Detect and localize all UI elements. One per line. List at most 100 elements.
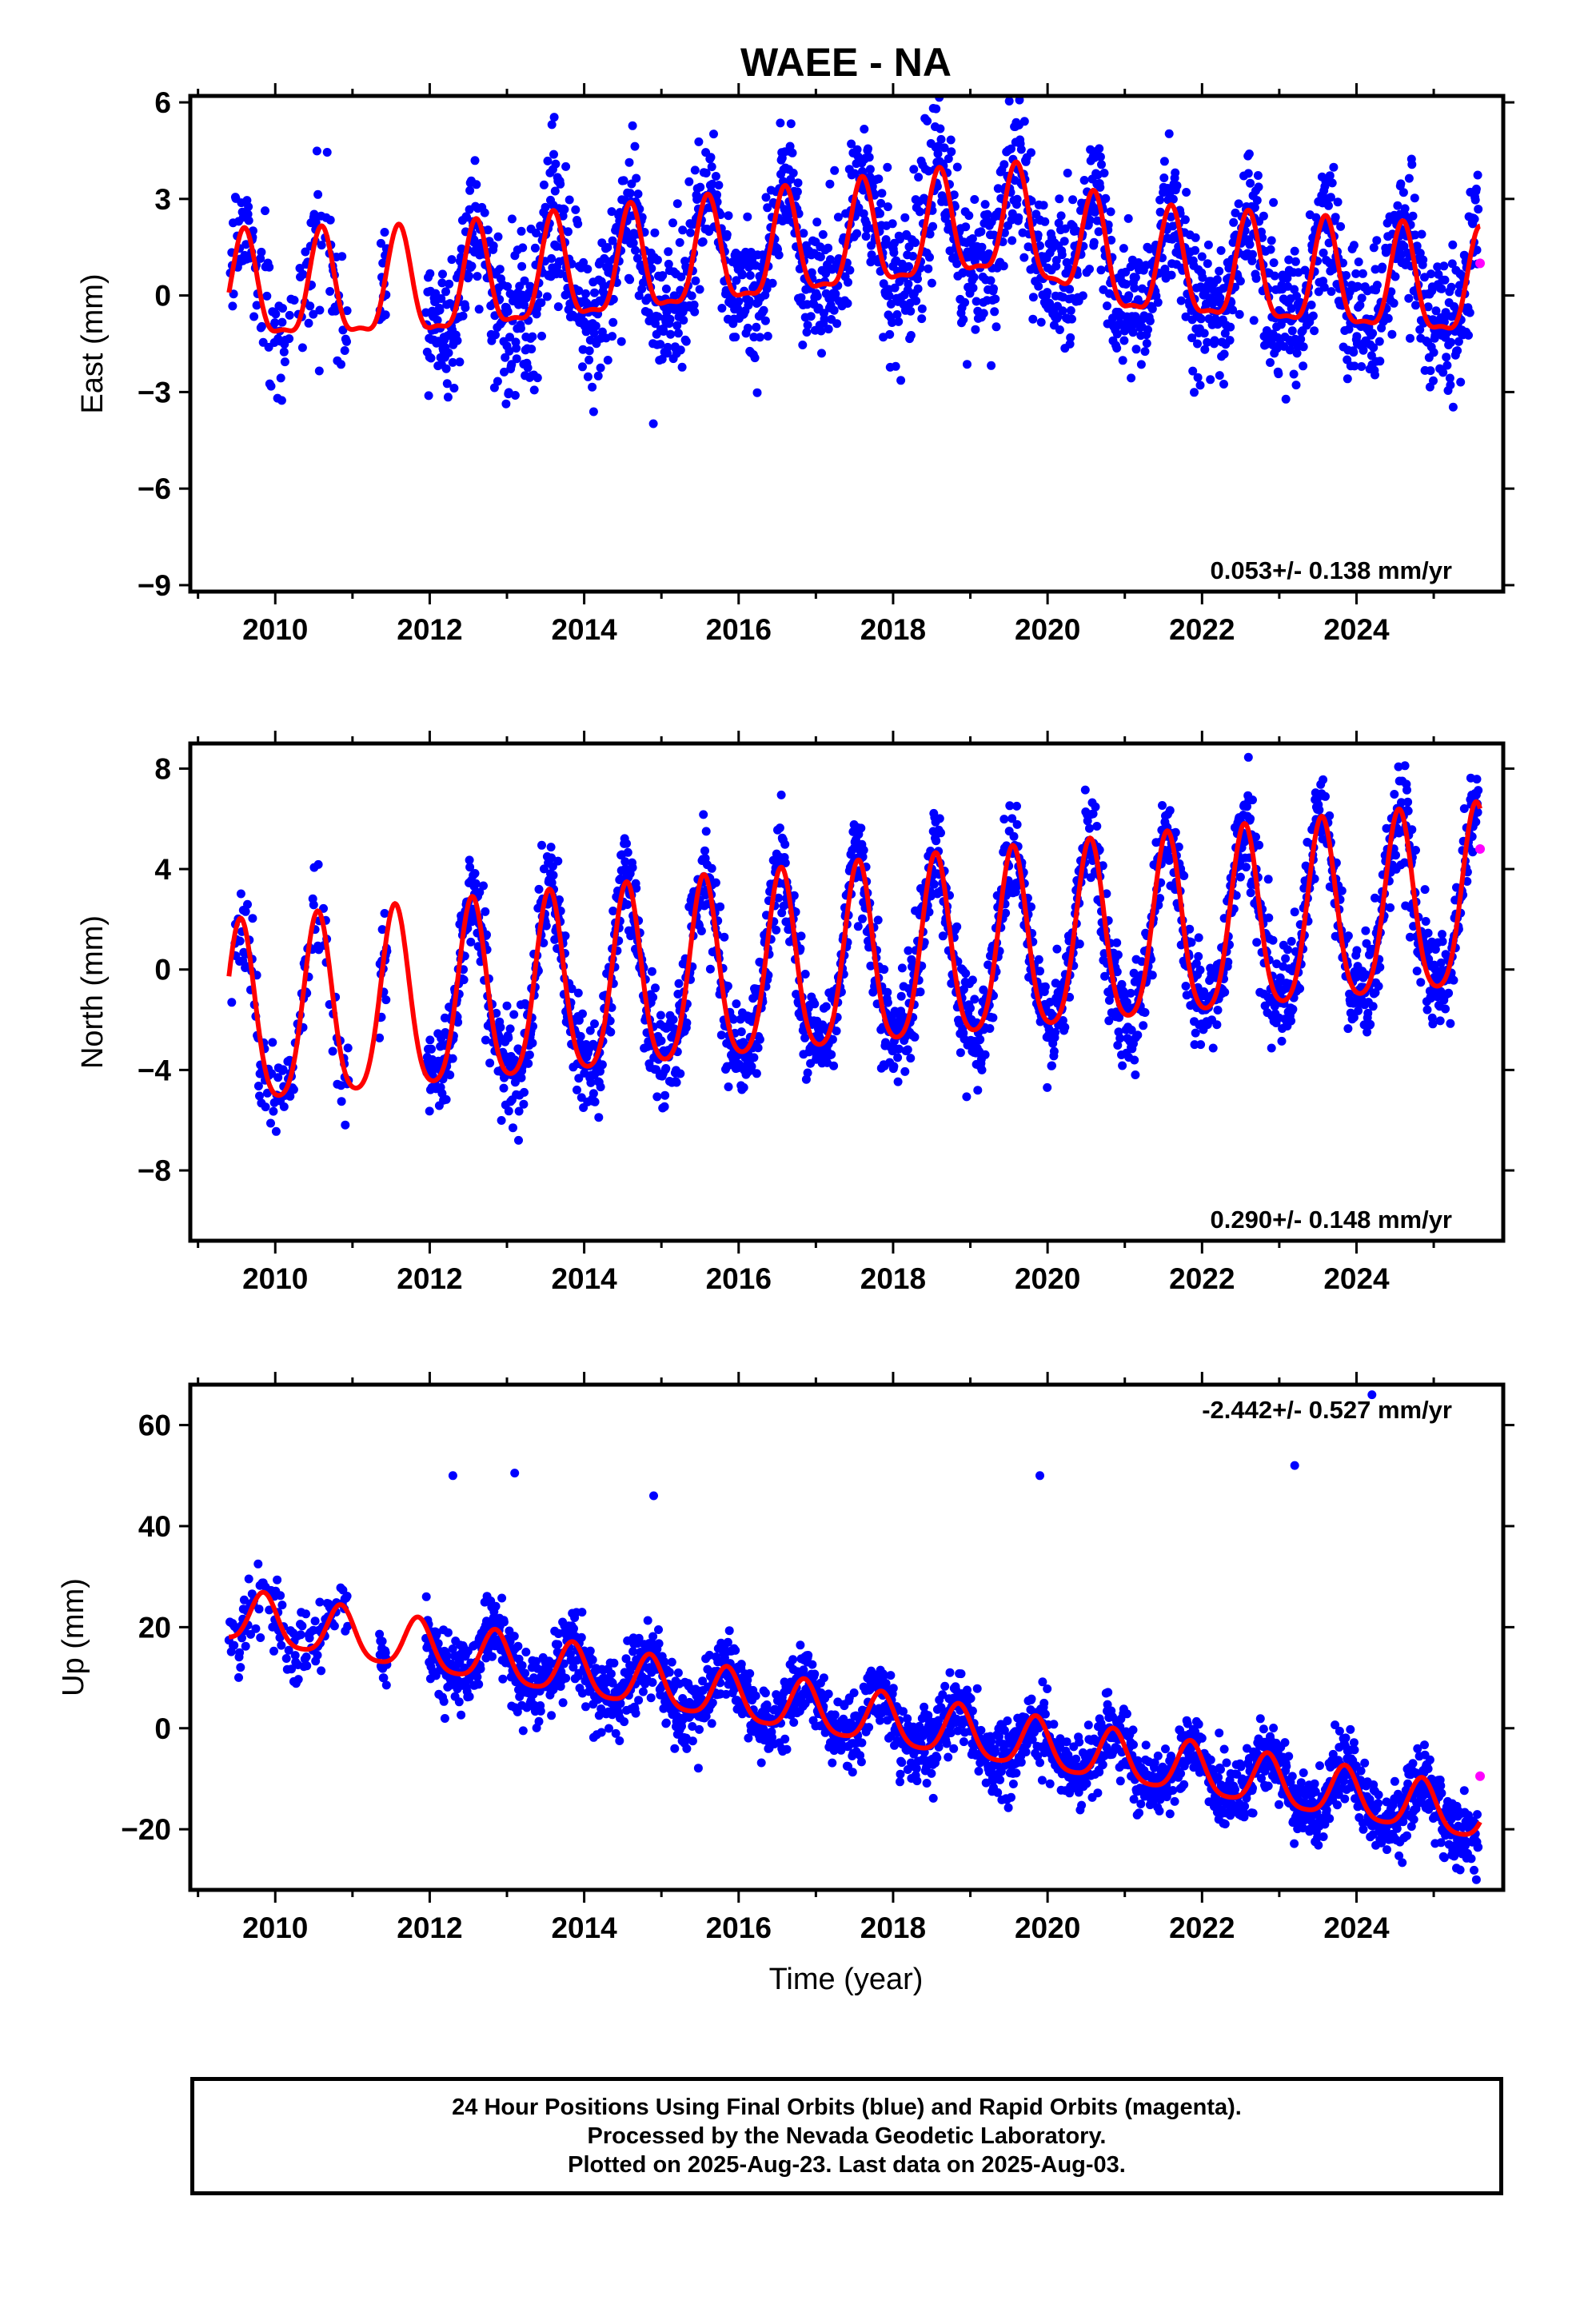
data-point: [1112, 939, 1121, 947]
data-point: [1203, 259, 1212, 268]
data-point: [573, 1086, 581, 1094]
data-point: [554, 302, 563, 311]
data-point: [874, 174, 883, 183]
data-point: [724, 211, 733, 220]
data-point: [1416, 978, 1425, 987]
data-point: [1474, 786, 1482, 795]
data-point: [1013, 195, 1022, 204]
data-point: [1085, 824, 1094, 833]
data-point: [271, 309, 280, 318]
data-point: [916, 207, 924, 216]
data-point: [1197, 314, 1206, 323]
data-point: [341, 1121, 349, 1130]
data-point: [1141, 347, 1150, 356]
data-point: [591, 1098, 600, 1106]
data-point: [272, 1127, 281, 1136]
data-point: [544, 157, 553, 165]
y-tick-label: −4: [138, 1054, 172, 1086]
data-point: [1060, 237, 1069, 245]
data-point: [584, 373, 592, 381]
data-point: [1368, 329, 1377, 337]
data-point: [1007, 236, 1016, 245]
data-point: [261, 1102, 270, 1111]
data-point: [342, 337, 351, 346]
data-point: [541, 203, 550, 212]
data-point: [856, 823, 865, 832]
data-point: [1235, 199, 1243, 208]
data-point: [1246, 815, 1255, 823]
data-point: [608, 318, 617, 327]
data-point: [1043, 1083, 1051, 1092]
data-point: [1244, 753, 1253, 762]
data-point: [936, 814, 944, 823]
data-point: [461, 303, 469, 312]
data-point: [985, 1024, 994, 1033]
data-point: [1282, 395, 1291, 404]
data-point: [528, 333, 537, 341]
data-point: [277, 318, 286, 327]
data-point: [1196, 1040, 1205, 1049]
data-point: [1295, 984, 1304, 993]
data-point: [1217, 246, 1226, 255]
data-point: [1103, 301, 1111, 310]
data-point: [267, 382, 276, 391]
data-point: [1017, 145, 1026, 154]
data-point: [976, 1035, 984, 1044]
data-point: [468, 261, 477, 270]
data-point: [1446, 381, 1454, 389]
data-point: [1371, 371, 1379, 380]
data-point: [1114, 951, 1123, 959]
data-point: [1436, 1016, 1445, 1025]
data-point: [724, 1082, 733, 1091]
data-point: [228, 301, 237, 310]
data-point: [776, 823, 784, 832]
y-tick-label: 6: [154, 86, 171, 119]
data-point: [923, 117, 932, 126]
data-point: [906, 307, 915, 316]
data-point: [543, 293, 552, 301]
data-point: [427, 354, 436, 363]
data-point: [634, 189, 643, 198]
data-point: [660, 1091, 669, 1100]
data-point: [961, 969, 970, 978]
data-point: [804, 321, 812, 329]
data-point: [1085, 265, 1094, 273]
data-point: [1264, 875, 1273, 883]
data-point: [623, 900, 632, 909]
data-point: [807, 312, 816, 321]
data-point: [504, 307, 513, 316]
data-point: [1252, 938, 1261, 947]
data-point: [1080, 176, 1089, 185]
data-point: [649, 420, 658, 429]
data-point: [885, 292, 894, 301]
data-point: [1474, 205, 1482, 213]
data-point: [1095, 144, 1103, 153]
data-point: [761, 317, 770, 325]
data-point: [622, 839, 631, 848]
data-point: [1035, 955, 1043, 964]
data-point: [797, 931, 806, 940]
data-point: [900, 213, 909, 222]
data-point: [1013, 820, 1022, 829]
data-point: [1131, 1070, 1139, 1079]
data-point: [1310, 326, 1319, 335]
data-point: [960, 298, 969, 307]
data-point: [489, 241, 498, 250]
data-point: [537, 332, 546, 341]
data-point: [829, 1062, 838, 1070]
data-point: [344, 1043, 353, 1052]
data-point: [583, 265, 592, 273]
data-point: [1092, 822, 1101, 831]
data-point: [1214, 1006, 1223, 1015]
data-point: [917, 314, 926, 323]
x-tick-label: 2010: [242, 1262, 308, 1295]
data-point: [1390, 299, 1398, 308]
data-point: [1143, 339, 1151, 348]
data-point: [1471, 818, 1480, 827]
data-point: [585, 356, 593, 365]
data-point: [1399, 188, 1408, 197]
data-point: [947, 136, 956, 145]
y-tick-label: −3: [138, 376, 171, 409]
data-point: [717, 1030, 726, 1039]
data-point: [257, 322, 266, 331]
